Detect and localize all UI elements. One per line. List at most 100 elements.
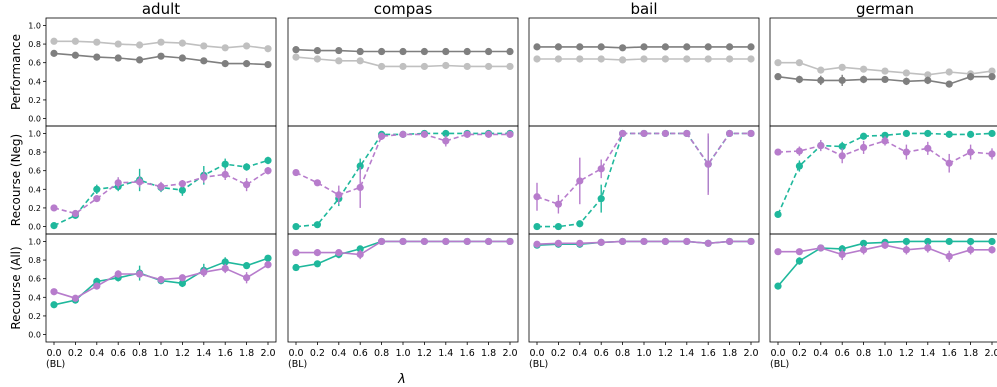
x-tick-label: 1.0 [877,348,892,359]
data-point [902,69,911,77]
panel-frame [287,233,519,343]
data-point [640,129,648,138]
x-tick-label: 0.0 [770,348,785,359]
data-point [902,148,911,156]
data-point [506,237,514,246]
data-point [554,200,563,208]
data-point [747,129,755,138]
data-point [50,49,58,57]
panel-frame [528,233,760,343]
data-point [506,130,514,138]
x-tick-label: 1.2 [899,348,914,359]
data-point [71,294,79,302]
data-point [420,47,428,56]
data-point [817,244,825,252]
data-point [335,57,343,65]
column-title-adult: adult [142,0,180,18]
subplot-panels: 0.00.20.40.60.81.00.00.20.40.60.81.00.00… [28,17,997,345]
panel-frame [287,17,519,127]
data-point [967,73,975,81]
data-point [313,249,321,257]
x-tick-label: 0.6 [111,348,126,359]
data-point [221,264,229,273]
data-point [356,250,364,259]
data-point [292,249,300,257]
data-point [881,241,889,249]
data-point [243,163,251,171]
data-point [442,237,450,246]
x-tick-label: 2.0 [260,348,275,359]
data-point [399,47,407,56]
x-tick-label: 1.2 [175,348,190,359]
data-point [597,43,605,51]
data-point [597,195,605,203]
data-point [640,237,648,246]
data-point [243,60,251,68]
data-point [463,62,471,71]
data-point [243,274,251,282]
data-point [313,55,321,63]
data-point [774,148,782,156]
data-point [378,237,386,246]
data-point [178,279,186,287]
x-tick-label: 1.8 [239,348,254,359]
series-purple-1 [50,166,272,218]
data-point [136,41,144,49]
data-point [292,222,300,231]
data-point [313,46,321,55]
x-tick-label: 0.4 [813,348,828,359]
y-tick-label: 0.0 [28,223,41,232]
data-point [988,73,996,81]
x-tick-label: 0.6 [594,348,609,359]
data-point [420,62,428,71]
data-point [264,261,272,269]
data-point [264,60,272,69]
data-point [463,47,471,56]
y-tick-label: 0.4 [28,185,41,194]
data-point [93,185,101,193]
y-tick-label: 0.4 [28,77,41,86]
x-tick-label: 0.6 [835,348,850,359]
data-point [683,55,691,63]
data-point [924,144,932,152]
panel-bail-recourse-all [528,233,760,345]
data-point [93,38,101,46]
data-point [661,55,670,63]
data-point [902,246,911,254]
data-point [533,193,541,201]
series-line [537,132,751,228]
data-point [178,180,186,188]
data-point [597,55,605,63]
data-point [619,129,627,138]
column-title-bail: bail [630,0,657,18]
data-point [399,237,407,246]
data-point [554,222,563,231]
data-point [335,249,343,257]
data-point [774,248,782,256]
data-point [442,137,450,145]
data-point [774,73,782,81]
x-tick-label: 1.0 [153,348,168,359]
data-point [704,55,712,63]
panel-compas-performance [287,17,519,127]
data-point [136,56,144,64]
series-line [536,132,751,206]
data-point [50,301,58,309]
x-tick-label: 1.6 [460,348,475,359]
data-point [795,248,804,256]
data-point [485,130,493,138]
data-point [399,62,407,71]
series-teal-0 [292,129,514,231]
x-tick-label: 1.4 [438,348,453,359]
data-point [485,62,493,71]
panel-frame [528,125,760,235]
y-tick-label: 1.0 [28,129,41,138]
series-light_gray-0 [774,59,996,79]
data-point [442,129,450,138]
data-point [817,66,825,74]
data-point [945,252,953,260]
x-tick-label: 0.0 [46,348,61,359]
data-point [576,220,584,228]
data-point [178,274,186,282]
data-point [243,262,251,270]
